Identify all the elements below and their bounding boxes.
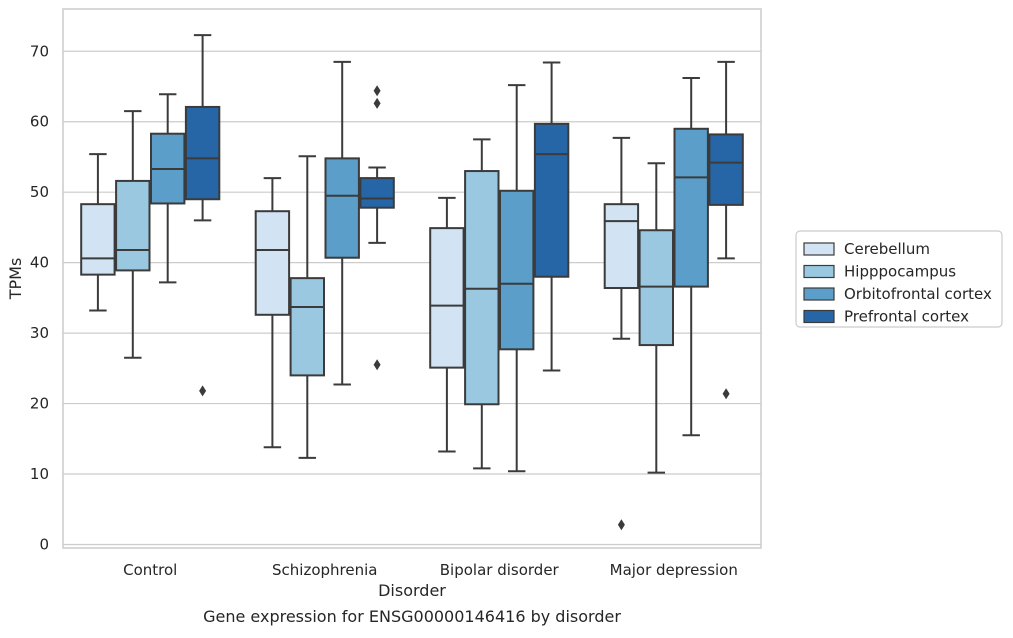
box: [603, 203, 640, 290]
box-group: [115, 110, 151, 359]
legend-label: Prefrontal cortex: [844, 308, 969, 326]
box: [638, 229, 674, 347]
x-tick-label: Schizophrenia: [272, 561, 377, 579]
y-tick-label: 0: [39, 535, 49, 553]
box: [184, 105, 221, 201]
box-groups: [80, 34, 744, 531]
box-group: [359, 85, 395, 371]
legend-label: Hipppocampus: [844, 263, 956, 281]
box-group: [324, 60, 360, 386]
legend-label: Cerebellum: [844, 240, 930, 258]
box: [359, 177, 395, 209]
outlier-point: [722, 388, 730, 400]
box-group: [603, 136, 640, 531]
box-group: [499, 84, 535, 473]
outlier-point: [373, 85, 381, 97]
box: [673, 127, 709, 288]
y-tick-label: 40: [30, 254, 49, 272]
box-group: [289, 155, 326, 459]
chart-title: Gene expression for ENSG00000146416 by d…: [203, 607, 621, 626]
outlier-point: [373, 97, 381, 109]
y-axis-label: TPMs: [6, 258, 25, 301]
y-axis-ticks: 0 10 20 30 40 50 60 70: [30, 42, 49, 553]
box-group: [80, 153, 116, 312]
box-group: [150, 93, 186, 284]
legend-swatch: [803, 242, 835, 256]
box: [80, 203, 116, 276]
legend: Cerebellum Hipppocampus Orbitofrontal cort…: [795, 230, 1003, 328]
box-group: [464, 138, 500, 470]
y-tick-label: 60: [30, 113, 49, 131]
outlier-point: [617, 519, 625, 531]
box: [708, 133, 744, 206]
box: [115, 179, 151, 272]
x-tick-label: Control: [123, 561, 177, 579]
y-tick-label: 70: [30, 42, 49, 60]
x-tick-label: Major depression: [610, 561, 738, 579]
box-group: [638, 162, 674, 474]
x-tick-label: Bipolar disorder: [440, 561, 560, 579]
legend-swatch: [803, 309, 835, 324]
legend-swatch: [803, 264, 835, 279]
y-tick-label: 10: [30, 465, 49, 483]
plot-frame: [62, 8, 762, 549]
box-group: [673, 77, 709, 437]
x-axis-label: Disorder: [378, 581, 446, 600]
box: [324, 157, 360, 259]
legend-frame: [795, 230, 1003, 328]
box: [499, 189, 535, 351]
box-group: [184, 34, 221, 397]
y-tick-label: 20: [30, 395, 49, 413]
y-tick-label: 30: [30, 324, 49, 342]
outlier-point: [199, 385, 207, 397]
legend-label: Orbitofrontal cortex: [844, 285, 992, 303]
box-group: [429, 196, 465, 453]
x-axis-ticks: Control Schizophrenia Bipolar disorder Majo…: [123, 561, 738, 579]
box-group: [708, 60, 744, 400]
legend-swatch: [803, 287, 835, 301]
box: [429, 227, 465, 369]
box-group: [254, 177, 291, 449]
box-group: [533, 61, 570, 372]
box: [533, 122, 570, 278]
box: [254, 210, 291, 316]
box: [464, 170, 500, 406]
y-tick-label: 50: [30, 183, 49, 201]
box: [289, 277, 326, 377]
outlier-point: [373, 359, 381, 371]
